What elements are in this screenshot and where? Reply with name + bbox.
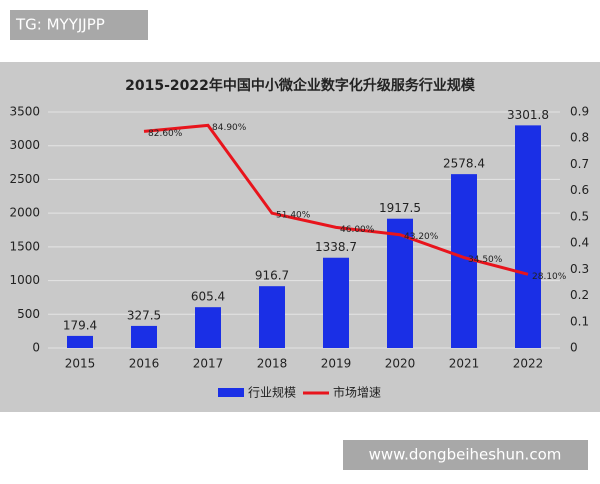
bar-value-label: 1917.5 <box>379 201 421 215</box>
line-value-label: 46.00% <box>340 225 375 235</box>
legend-label: 市场增速 <box>333 385 381 400</box>
x-tick-label: 2022 <box>513 357 544 371</box>
x-tick-label: 2020 <box>385 357 416 371</box>
y-tick-label: 1500 <box>9 239 40 253</box>
header-badge-box <box>10 10 148 40</box>
y-tick-label: 0 <box>32 341 40 355</box>
bar-value-label: 327.5 <box>127 308 161 322</box>
y2-tick-label: 0 <box>570 341 578 355</box>
line-value-label: 28.10% <box>532 272 567 282</box>
bar <box>259 286 285 348</box>
footer-badge-box <box>343 440 588 470</box>
line-value-label: 51.40% <box>276 211 311 221</box>
bar-value-label: 179.4 <box>63 318 97 332</box>
legend-swatch <box>218 388 244 397</box>
line <box>143 123 529 276</box>
y2-tick-label: 0.9 <box>570 105 589 119</box>
line-value-label: 82.60% <box>148 129 183 139</box>
line-value-label: 43.20% <box>404 232 439 242</box>
y2-tick-label: 0.7 <box>570 157 589 171</box>
y-tick-label: 2000 <box>9 206 40 220</box>
bar <box>515 125 541 348</box>
legend-label: 行业规模 <box>248 385 296 400</box>
bar <box>67 335 93 348</box>
y2-tick-label: 0.3 <box>570 262 589 276</box>
bar-value-label: 605.4 <box>191 290 225 304</box>
line-value-label: 34.50% <box>468 255 503 265</box>
bar-value-label: 3301.8 <box>507 108 549 122</box>
bar <box>387 218 413 348</box>
y-tick-label: 500 <box>17 307 40 321</box>
line-value-label: 84.90% <box>212 123 247 133</box>
y2-tick-label: 0.5 <box>570 209 589 223</box>
x-tick-label: 2021 <box>449 357 480 371</box>
y2-tick-label: 0.2 <box>570 288 589 302</box>
bar-value-label: 916.7 <box>255 269 289 283</box>
x-tick-label: 2015 <box>65 357 96 371</box>
footer-badge: www.dongbeiheshun.com <box>369 446 562 464</box>
x-tick-label: 2018 <box>257 357 288 371</box>
y2-tick-label: 0.8 <box>570 131 589 145</box>
x-tick-label: 2019 <box>321 357 352 371</box>
y-tick-label: 2500 <box>9 172 40 186</box>
y2-tick-label: 0.6 <box>570 183 589 197</box>
header-badge: TG: MYYJJPP <box>15 16 105 34</box>
chart-panel <box>0 62 600 412</box>
y2-tick-label: 0.4 <box>570 236 589 250</box>
bar-value-label: 2578.4 <box>443 157 485 171</box>
bar <box>131 325 157 348</box>
bar-value-label: 1338.7 <box>315 240 357 254</box>
bar <box>323 257 349 348</box>
x-tick-label: 2017 <box>193 357 224 371</box>
y-tick-label: 3000 <box>9 138 40 152</box>
bar <box>195 307 221 348</box>
y-tick-label: 3500 <box>9 105 40 119</box>
y-tick-label: 1000 <box>9 273 40 287</box>
x-tick-label: 2016 <box>129 357 160 371</box>
y2-tick-label: 0.1 <box>570 314 589 328</box>
chart-title: 2015-2022年中国中小微企业数字化升级服务行业规模 <box>125 77 476 94</box>
